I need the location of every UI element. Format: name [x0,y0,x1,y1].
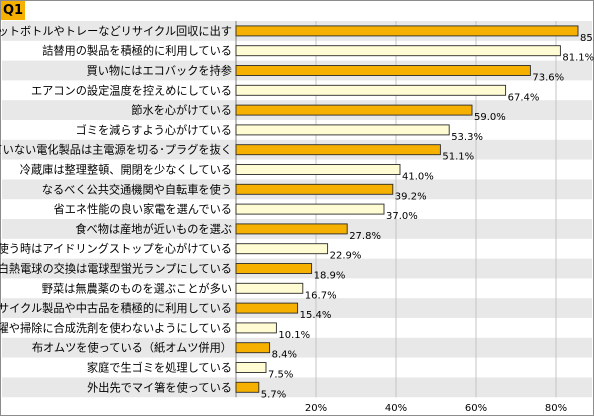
value-label: 5.7% [261,389,286,400]
bar [235,104,473,116]
row-stripe [2,377,592,398]
value-label: 51.1% [442,152,474,163]
category-label: 外出先でマイ箸を使っている [87,380,232,394]
x-tick-label: 20% [305,403,327,414]
bar [235,164,401,175]
category-label: 冷蔵庫は整理整頓、開閉を少なくしている [20,163,232,177]
x-tick-label: 40% [385,403,407,414]
value-label: 16.7% [305,290,337,301]
value-label: 73.6% [532,73,564,84]
category-label: 白熱電球の交換は電球型蛍光ランプにしている [0,262,232,276]
bar [235,302,299,314]
value-label: 59.0% [474,112,506,123]
value-label: 81.1% [562,53,594,64]
category-label: リサイクル製品や中古品を積極的に利用している [0,301,232,315]
value-label: 67.4% [508,92,540,103]
category-label: 食べ物は産地が近いものを選ぶ [75,222,232,236]
category-label: 洗濯や掃除に合成洗剤を使わないようにしている [0,321,232,335]
bar [235,263,313,274]
category-label: なるべく公共交通機関や自転車を使う [42,182,232,196]
bar [235,342,271,354]
bar [235,45,561,57]
bar [235,243,329,255]
category-label: 家庭で生ゴミを処理している [87,361,232,375]
value-label: 22.9% [330,251,362,262]
category-label: エアコンの設定温度を控えめにしている [31,83,232,97]
bar [235,84,507,96]
bar [235,65,531,76]
category-label: 使っていない電化製品は主電源を切る･プラグを抜く [0,143,232,157]
category-label: ペットボトルやトレーなどリサイクル回収に出す [0,24,232,38]
bar [235,282,304,294]
category-label: 野菜は無農薬のものを選ぶことが多い [42,281,232,295]
value-label: 85.5% [580,33,594,44]
category-label: 買い物にはエコバックを持参 [87,64,232,78]
bar [235,124,450,136]
row-stripe [2,337,592,358]
value-label: 18.9% [314,271,346,282]
bar [235,381,260,393]
bar [235,183,394,195]
value-label: 53.3% [451,132,483,143]
category-label: 節水を心がけている [131,103,232,117]
bar [235,203,385,215]
value-label: 37.0% [386,211,418,222]
category-label: 省エネ性能の良い家電を選んでいる [54,202,232,216]
value-label: 8.4% [272,350,297,361]
category-label: ゴミを減らすよう心がけている [76,123,232,137]
question-badge: Q1 [1,1,25,20]
bar [235,144,441,156]
bar [235,322,277,334]
value-label: 15.4% [300,310,332,321]
category-label: 車を使う時はアイドリングストップを心がけている [0,242,232,256]
x-tick-label: 80% [545,403,567,414]
category-label: 布オムツを使っている（紙オムツ併用） [32,341,232,355]
bar [235,25,579,37]
category-label: 詰替用の製品を積極的に利用している [42,44,232,58]
x-tick-label: 60% [465,403,487,414]
value-label: 7.5% [268,370,293,381]
bar [235,362,267,373]
bar [235,223,348,235]
value-label: 10.1% [278,330,310,341]
value-label: 27.8% [349,231,381,242]
value-label: 41.0% [402,172,434,183]
value-label: 39.2% [395,191,427,202]
